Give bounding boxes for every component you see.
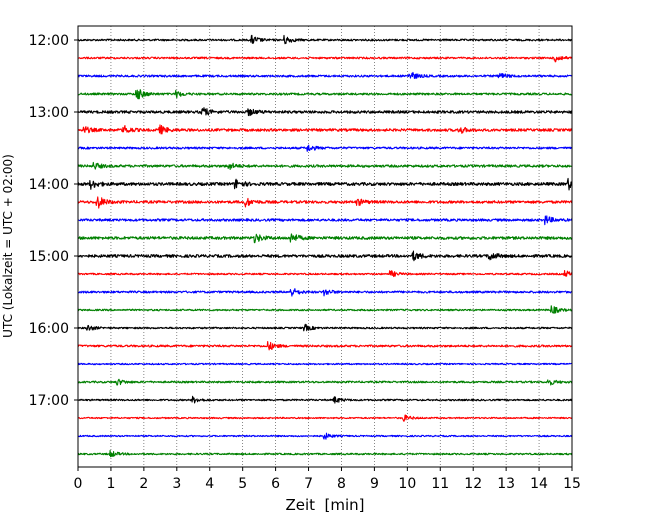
trace-1515 bbox=[77, 270, 573, 278]
trace-1645 bbox=[77, 378, 573, 386]
x-tick-label: 4 bbox=[205, 476, 214, 492]
x-tick-label: 11 bbox=[431, 476, 449, 492]
trace-1300 bbox=[77, 107, 573, 117]
y-tick-label: 17:00 bbox=[29, 393, 69, 409]
x-tick-label: 13 bbox=[497, 476, 515, 492]
x-axis-ticks: 0 1 2 3 4 5 6 7 8 9 10 11 12 13 14 15 bbox=[74, 467, 581, 492]
x-tick-label: 3 bbox=[172, 476, 181, 492]
y-tick-label: 15:00 bbox=[29, 249, 69, 265]
trace-1345 bbox=[77, 161, 573, 170]
trace-1715 bbox=[77, 414, 573, 422]
y-axis-ticks: 12:00 13:00 14:00 15:00 16:00 17:00 bbox=[29, 33, 78, 409]
trace-1430 bbox=[77, 215, 573, 226]
trace-1215 bbox=[77, 55, 573, 63]
y-tick-label: 13:00 bbox=[29, 105, 69, 121]
trace-1415 bbox=[77, 196, 573, 209]
trace-1630 bbox=[77, 362, 573, 366]
trace-1445 bbox=[77, 233, 573, 244]
trace-lines bbox=[77, 34, 573, 458]
trace-1200 bbox=[77, 34, 573, 45]
trace-1600 bbox=[77, 323, 573, 332]
y-axis-label: UTC (Lokalzeit = UTC + 02:00) bbox=[1, 154, 15, 338]
x-tick-label: 5 bbox=[238, 476, 247, 492]
x-tick-label: 10 bbox=[398, 476, 416, 492]
trace-1700 bbox=[77, 395, 573, 404]
x-tick-label: 2 bbox=[139, 476, 148, 492]
trace-1230 bbox=[77, 71, 573, 80]
x-axis-label: Zeit [min] bbox=[285, 496, 364, 514]
plot-frame bbox=[77, 25, 573, 468]
x-tick-label: 7 bbox=[304, 476, 313, 492]
x-tick-label: 14 bbox=[530, 476, 548, 492]
trace-1330 bbox=[77, 144, 573, 152]
x-tick-label: 1 bbox=[106, 476, 115, 492]
trace-1730 bbox=[77, 432, 573, 440]
trace-1615 bbox=[77, 340, 573, 351]
y-tick-label: 12:00 bbox=[29, 33, 69, 49]
x-tick-label: 6 bbox=[271, 476, 280, 492]
trace-1545 bbox=[77, 305, 573, 314]
trace-1530 bbox=[77, 288, 573, 297]
x-tick-label: 0 bbox=[74, 476, 83, 492]
y-tick-label: 14:00 bbox=[29, 177, 69, 193]
x-tick-label: 15 bbox=[563, 476, 581, 492]
x-tick-label: 12 bbox=[464, 476, 482, 492]
y-tick-label: 16:00 bbox=[29, 321, 69, 337]
x-tick-label: 9 bbox=[370, 476, 379, 492]
trace-1500 bbox=[77, 250, 573, 262]
trace-1745 bbox=[77, 449, 573, 458]
trace-1400 bbox=[77, 177, 573, 191]
x-tick-label: 8 bbox=[337, 476, 346, 492]
trace-1315 bbox=[77, 124, 573, 135]
trace-1245 bbox=[77, 89, 573, 100]
